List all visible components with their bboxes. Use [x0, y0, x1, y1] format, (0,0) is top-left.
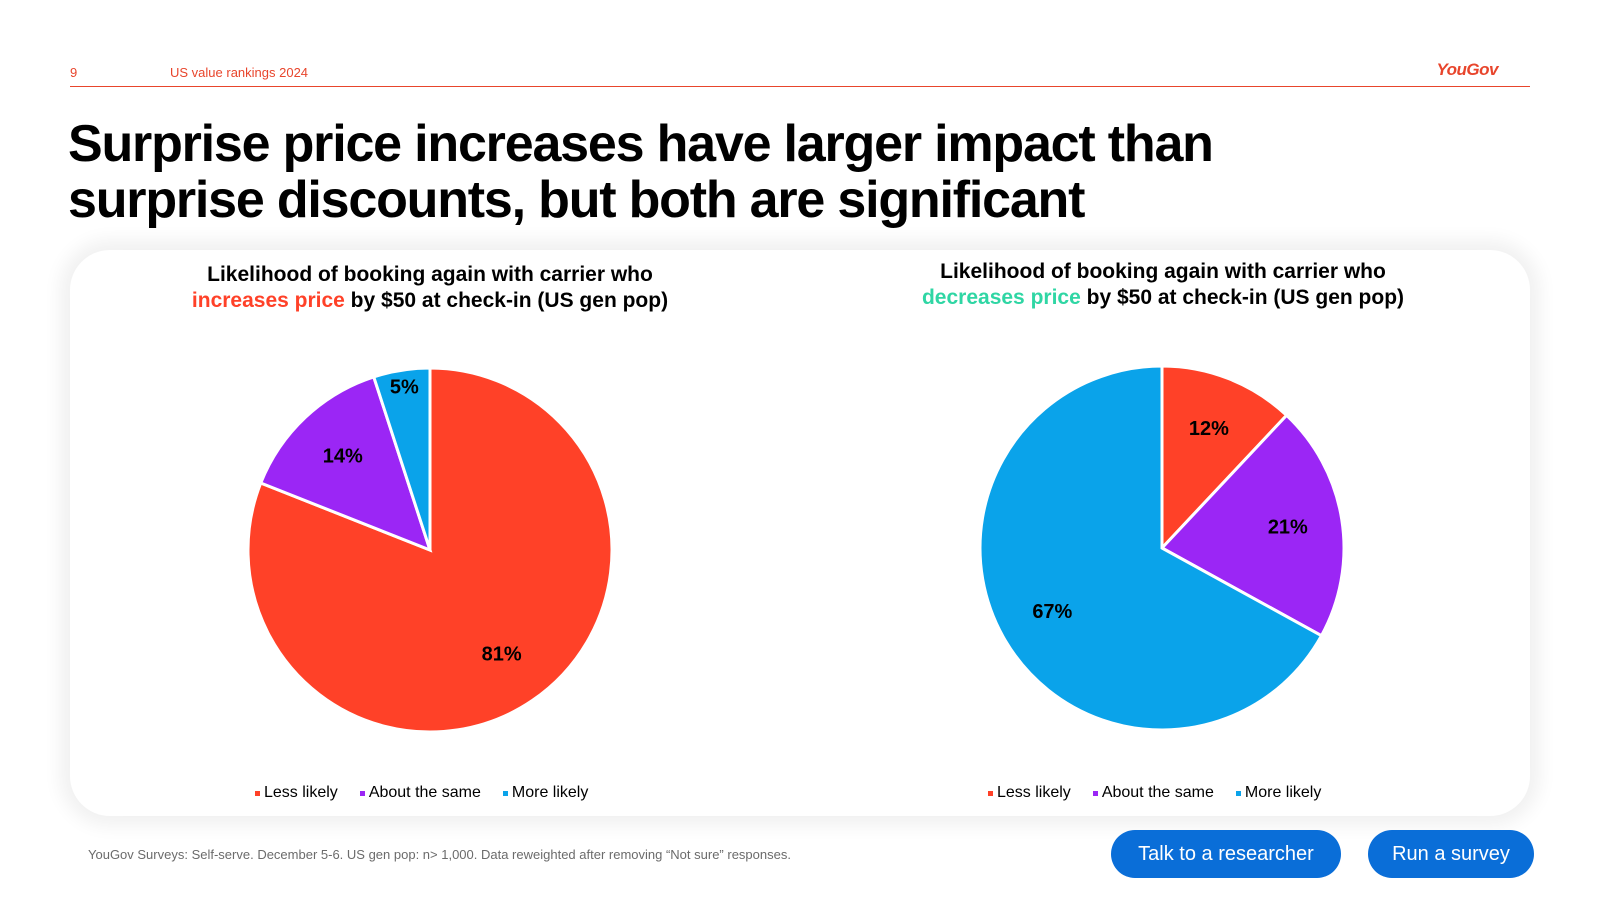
pie-chart-increase: 81% 14% 5% [246, 366, 614, 734]
pie-slice-about-same [1159, 413, 1346, 638]
legend-item-less-likely: Less likely [255, 784, 338, 802]
header-rule [70, 86, 1530, 87]
legend-item-about-same: About the same [359, 784, 481, 802]
legend-item-more-likely: More likely [1235, 784, 1322, 802]
data-label-more-likely: 67% [1032, 601, 1072, 623]
page-title-line-1: Surprise price increases have larger imp… [68, 115, 1214, 173]
legend-increase: Less likely About the same More likely [255, 784, 588, 802]
chart-title-increase-highlight: increases price [191, 289, 345, 312]
legend-item-about-same: About the same [1092, 784, 1214, 802]
legend-item-more-likely: More likely [502, 784, 589, 802]
run-survey-button[interactable]: Run a survey [1368, 830, 1534, 878]
source-footnote: YouGov Surveys: Self-serve. December 5-6… [88, 847, 791, 862]
page-title-line-2: surprise discounts, but both are signifi… [68, 171, 1085, 229]
data-label-about-same: 21% [1268, 516, 1308, 538]
legend-label-more-likely: More likely [1244, 784, 1322, 801]
chart-title-decrease-rest: by $50 at check-in (US gen pop) [1080, 286, 1405, 309]
chart-title-decrease-line-1: Likelihood of booking again with carrier… [940, 260, 1386, 283]
data-label-less-likely: 81% [482, 644, 522, 666]
legend-swatch-less-likely [988, 790, 993, 796]
data-label-about-same: 14% [323, 445, 363, 467]
chart-title-increase-line-1: Likelihood of booking again with carrier… [207, 263, 653, 286]
chart-title-increase-rest: by $50 at check-in (US gen pop) [344, 289, 669, 312]
data-label-more-likely: 5% [390, 376, 419, 398]
pie-chart-decrease: 12% 21% 67% [978, 364, 1346, 732]
legend-swatch-about-same [1092, 790, 1098, 796]
legend-item-less-likely: Less likely [988, 784, 1071, 802]
pie-slice-less-likely [1160, 364, 1289, 552]
legend-decrease: Less likely About the same More likely [988, 784, 1321, 802]
legend-swatch-more-likely [502, 790, 508, 796]
legend-label-more-likely: More likely [511, 784, 589, 801]
legend-label-less-likely: Less likely [264, 784, 338, 801]
legend-label-about-same: About the same [1101, 784, 1214, 801]
legend-swatch-more-likely [1235, 790, 1241, 796]
legend-label-about-same: About the same [368, 784, 481, 801]
chart-title-decrease-highlight: decreases price [921, 286, 1081, 309]
report-title: US value rankings 2024 [170, 65, 309, 80]
data-label-less-likely: 12% [1189, 418, 1229, 440]
yougov-logo[interactable]: YouGov [1436, 60, 1498, 79]
legend-label-less-likely: Less likely [997, 784, 1071, 801]
legend-swatch-about-same [359, 790, 365, 796]
pie-slice-more-likely [978, 364, 1324, 732]
page-title: Surprise price increases have larger imp… [68, 116, 1468, 228]
pie-slice-more-likely [371, 366, 432, 551]
talk-to-researcher-button[interactable]: Talk to a researcher [1111, 830, 1341, 878]
chart-title-increase: Likelihood of booking again with carrier… [50, 262, 810, 314]
legend-swatch-less-likely [255, 790, 260, 796]
page-number: 9 [70, 65, 78, 80]
chart-title-decrease: Likelihood of booking again with carrier… [783, 259, 1543, 311]
pie-slice-less-likely [246, 366, 614, 734]
